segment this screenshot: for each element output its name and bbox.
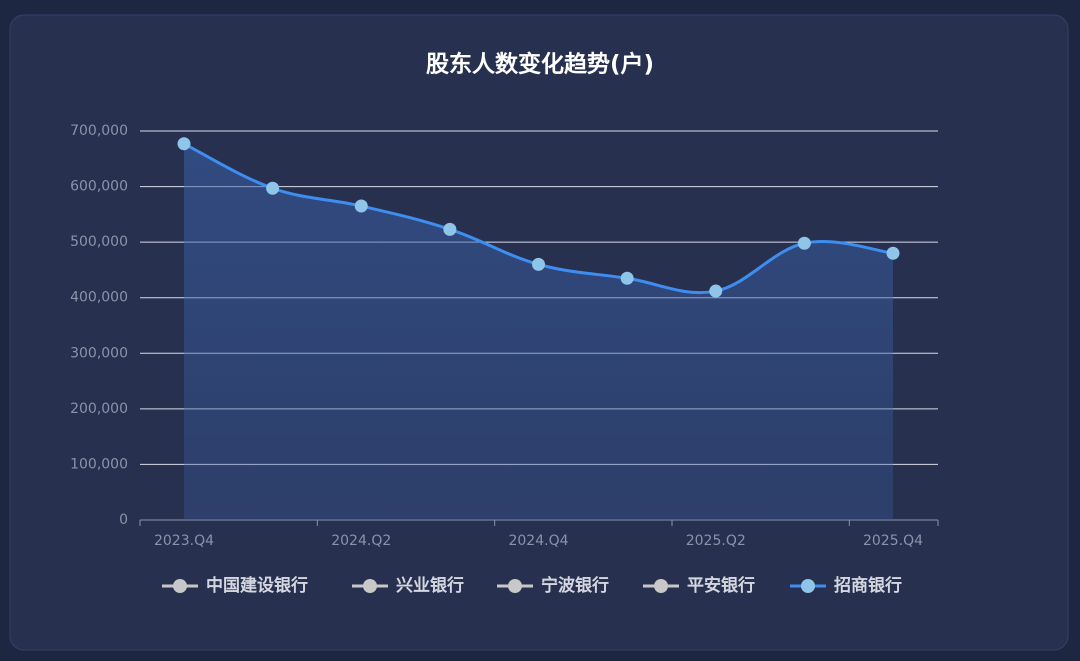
point <box>532 257 545 271</box>
x-tick-label: 2025.Q2 <box>686 533 746 549</box>
point <box>886 246 900 260</box>
x-tick-label: 2025.Q4 <box>863 533 923 549</box>
legend-label: 中国建设银行 <box>206 575 308 596</box>
legend-icon-dot <box>173 579 187 593</box>
legend-label: 宁波银行 <box>541 575 609 596</box>
legend-label: 兴业银行 <box>396 575 464 596</box>
y-tick-label: 0 <box>119 512 128 528</box>
y-tick-label: 500,000 <box>70 234 128 250</box>
x-tick-label: 2023.Q4 <box>154 533 214 549</box>
x-tick-label: 2024.Q4 <box>508 533 568 549</box>
point <box>443 222 457 236</box>
point <box>709 284 723 298</box>
y-tick-label: 600,000 <box>70 179 128 195</box>
chart-title: 股东人数变化趋势(户) <box>426 51 654 78</box>
legend-icon-dot <box>801 579 815 593</box>
legend-icon-dot <box>508 579 522 593</box>
y-tick-label: 700,000 <box>70 123 128 139</box>
y-tick-label: 100,000 <box>70 456 128 472</box>
legend-label: 招商银行 <box>834 575 902 596</box>
legend-icon-dot <box>363 579 377 593</box>
legend-icon-dot <box>654 579 668 593</box>
point <box>177 137 191 151</box>
point <box>266 181 280 195</box>
x-tick-label: 2024.Q2 <box>331 533 391 549</box>
legend-label: 平安银行 <box>687 575 755 596</box>
y-tick-label: 400,000 <box>70 290 128 306</box>
area <box>184 143 893 520</box>
point <box>620 271 634 285</box>
y-tick-label: 200,000 <box>70 401 128 417</box>
point <box>797 236 811 250</box>
y-tick-label: 300,000 <box>70 345 128 361</box>
point <box>354 199 368 213</box>
